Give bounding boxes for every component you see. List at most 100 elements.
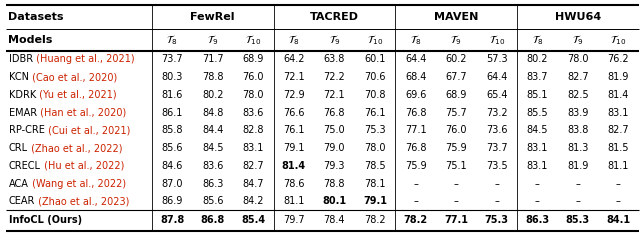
Text: CRECL: CRECL	[9, 161, 41, 171]
Text: Models: Models	[8, 35, 52, 45]
Text: 68.9: 68.9	[445, 90, 467, 100]
Text: $\mathcal{T}_9$: $\mathcal{T}_9$	[329, 33, 340, 47]
Text: 82.5: 82.5	[567, 90, 589, 100]
Text: 86.8: 86.8	[200, 215, 225, 225]
Text: 77.1: 77.1	[444, 215, 468, 225]
Text: 68.4: 68.4	[405, 72, 426, 82]
Text: 83.7: 83.7	[527, 72, 548, 82]
Text: EMAR: EMAR	[9, 108, 37, 118]
Text: 81.5: 81.5	[608, 143, 629, 153]
Text: 76.0: 76.0	[445, 125, 467, 135]
Text: 81.4: 81.4	[608, 90, 629, 100]
Text: 83.1: 83.1	[608, 108, 629, 118]
Text: –: –	[413, 179, 418, 188]
Text: 60.2: 60.2	[445, 54, 467, 65]
Text: 78.2: 78.2	[364, 215, 386, 225]
Text: 73.2: 73.2	[486, 108, 508, 118]
Text: 78.2: 78.2	[403, 215, 428, 225]
Text: $\mathcal{T}_{10}$: $\mathcal{T}_{10}$	[245, 33, 261, 47]
Text: 83.6: 83.6	[202, 161, 223, 171]
Text: 76.0: 76.0	[243, 72, 264, 82]
Text: 65.4: 65.4	[486, 90, 508, 100]
Text: CEAR: CEAR	[9, 196, 35, 206]
Text: $\mathcal{T}_9$: $\mathcal{T}_9$	[451, 33, 462, 47]
Text: 83.6: 83.6	[243, 108, 264, 118]
Text: 75.0: 75.0	[324, 125, 345, 135]
Text: –: –	[454, 196, 459, 206]
Text: 79.0: 79.0	[324, 143, 345, 153]
Text: $\mathcal{T}_9$: $\mathcal{T}_9$	[572, 33, 584, 47]
Text: 85.8: 85.8	[161, 125, 183, 135]
Text: 75.3: 75.3	[364, 125, 386, 135]
Text: Datasets: Datasets	[8, 12, 64, 22]
Text: –: –	[616, 196, 621, 206]
Text: 85.3: 85.3	[566, 215, 590, 225]
Text: 76.8: 76.8	[405, 108, 426, 118]
Text: 76.6: 76.6	[283, 108, 305, 118]
Text: 86.1: 86.1	[161, 108, 183, 118]
Text: 82.7: 82.7	[243, 161, 264, 171]
Text: $\mathcal{T}_9$: $\mathcal{T}_9$	[207, 33, 218, 47]
Text: 79.1: 79.1	[363, 196, 387, 206]
Text: 73.5: 73.5	[486, 161, 508, 171]
Text: –: –	[494, 179, 499, 188]
Text: 64.4: 64.4	[486, 72, 508, 82]
Text: 81.1: 81.1	[608, 161, 629, 171]
Text: 72.9: 72.9	[283, 90, 305, 100]
Text: ACA: ACA	[9, 179, 29, 188]
Text: RP-CRE: RP-CRE	[9, 125, 45, 135]
Text: 84.1: 84.1	[606, 215, 630, 225]
Text: 78.0: 78.0	[364, 143, 386, 153]
Text: 73.7: 73.7	[161, 54, 183, 65]
Text: 86.3: 86.3	[202, 179, 223, 188]
Text: (Zhao et al., 2022): (Zhao et al., 2022)	[28, 143, 123, 153]
Text: 82.7: 82.7	[607, 125, 629, 135]
Text: (Huang et al., 2021): (Huang et al., 2021)	[33, 54, 134, 65]
Text: 81.1: 81.1	[283, 196, 305, 206]
Text: CRL: CRL	[9, 143, 28, 153]
Text: 80.2: 80.2	[202, 90, 223, 100]
Text: 75.7: 75.7	[445, 108, 467, 118]
Text: MAVEN: MAVEN	[434, 12, 478, 22]
Text: $\mathcal{T}_8$: $\mathcal{T}_8$	[532, 33, 543, 47]
Text: FewRel: FewRel	[191, 12, 235, 22]
Text: (Hu et al., 2022): (Hu et al., 2022)	[41, 161, 124, 171]
Text: 85.4: 85.4	[241, 215, 266, 225]
Text: 83.1: 83.1	[527, 161, 548, 171]
Text: 71.7: 71.7	[202, 54, 223, 65]
Text: $\mathcal{T}_8$: $\mathcal{T}_8$	[410, 33, 421, 47]
Text: 72.1: 72.1	[324, 90, 345, 100]
Text: 78.0: 78.0	[567, 54, 589, 65]
Text: 57.3: 57.3	[486, 54, 508, 65]
Text: 84.2: 84.2	[243, 196, 264, 206]
Text: 81.6: 81.6	[161, 90, 183, 100]
Text: 78.0: 78.0	[243, 90, 264, 100]
Text: 79.7: 79.7	[283, 215, 305, 225]
Text: 64.4: 64.4	[405, 54, 426, 65]
Text: 64.2: 64.2	[283, 54, 305, 65]
Text: 70.6: 70.6	[364, 72, 386, 82]
Text: $\mathcal{T}_8$: $\mathcal{T}_8$	[288, 33, 300, 47]
Text: 75.1: 75.1	[445, 161, 467, 171]
Text: 85.1: 85.1	[527, 90, 548, 100]
Text: InfoCL (Ours): InfoCL (Ours)	[9, 215, 82, 225]
Text: 84.6: 84.6	[161, 161, 183, 171]
Text: KCN: KCN	[9, 72, 29, 82]
Text: 87.0: 87.0	[161, 179, 183, 188]
Text: –: –	[494, 196, 499, 206]
Text: 85.5: 85.5	[527, 108, 548, 118]
Text: 79.3: 79.3	[324, 161, 345, 171]
Text: 81.9: 81.9	[608, 72, 629, 82]
Text: –: –	[616, 179, 621, 188]
Text: 75.9: 75.9	[445, 143, 467, 153]
Text: 82.7: 82.7	[567, 72, 589, 82]
Text: (Cui et al., 2021): (Cui et al., 2021)	[45, 125, 130, 135]
Text: 67.7: 67.7	[445, 72, 467, 82]
Text: 76.8: 76.8	[324, 108, 345, 118]
Text: –: –	[535, 179, 540, 188]
Text: (Han et al., 2020): (Han et al., 2020)	[37, 108, 126, 118]
Text: 72.1: 72.1	[283, 72, 305, 82]
Text: 84.5: 84.5	[527, 125, 548, 135]
Text: 84.5: 84.5	[202, 143, 223, 153]
Text: 78.8: 78.8	[202, 72, 223, 82]
